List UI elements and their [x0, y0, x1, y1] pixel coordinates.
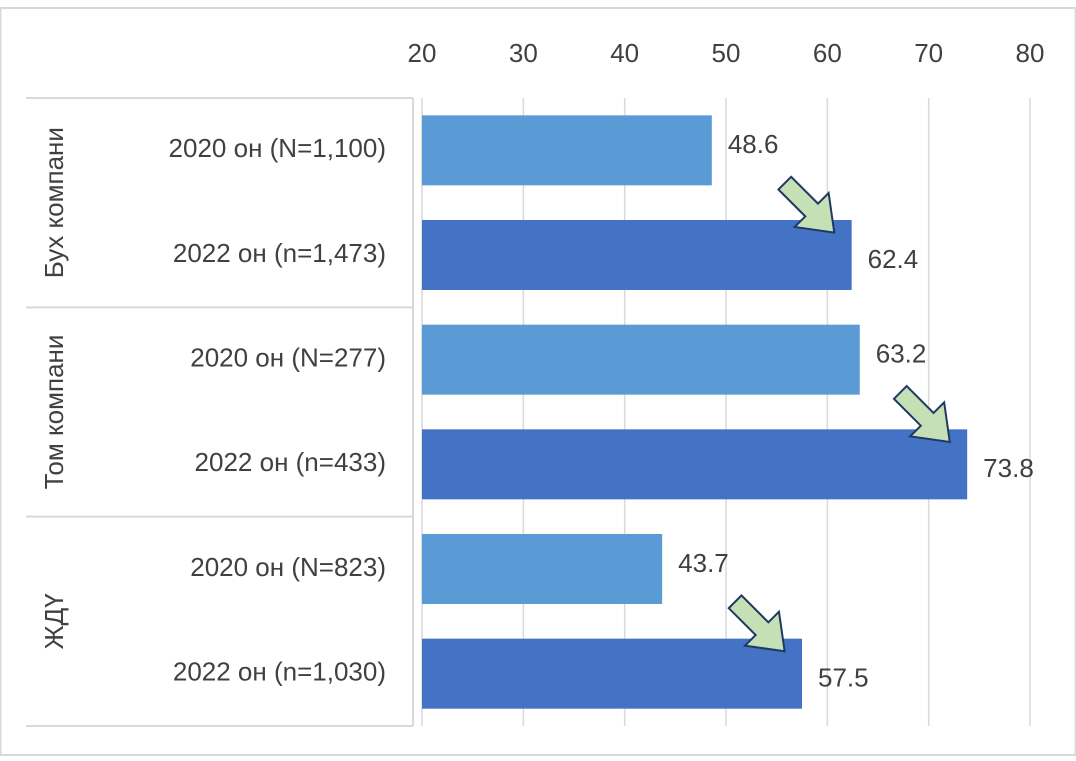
category-label: 2022 он (n=1,473) [173, 238, 386, 268]
x-tick-label: 40 [610, 38, 639, 68]
category-label: 2020 он (N=277) [190, 343, 386, 373]
bars [422, 115, 968, 709]
bar-2020 [422, 324, 860, 395]
x-tick-label: 50 [712, 38, 741, 68]
x-tick-label: 80 [1016, 38, 1045, 68]
x-tick-label: 20 [408, 38, 437, 68]
category-label: 2020 он (N=1,100) [169, 133, 386, 163]
trend-arrow-icon [727, 594, 786, 653]
x-tick-labels: 20 30 40 50 60 70 80 [408, 38, 1045, 68]
category-label: 2020 он (N=823) [190, 552, 386, 582]
category-label: 2022 он (n=1,030) [173, 657, 386, 687]
x-tick-label: 30 [509, 38, 538, 68]
trend-arrow-icon [892, 384, 951, 444]
bar-2022 [422, 638, 802, 709]
data-labels: 48.6 62.4 63.2 73.8 43.7 57.5 [678, 129, 1034, 692]
group-label: Том компани [39, 335, 69, 490]
data-label: 62.4 [868, 244, 919, 274]
bar-2020 [422, 115, 712, 186]
category-label: 2022 он (n=433) [195, 447, 386, 477]
bar-2022 [422, 429, 968, 500]
trend-arrow-icon [777, 175, 836, 234]
group-label: ЖДҮ [39, 593, 69, 650]
data-label: 48.6 [728, 129, 779, 159]
bar-2022 [422, 220, 852, 290]
category-table: Бух компани 2020 он (N=1,100) 2022 он (n=1… [26, 97, 414, 727]
x-tick-label: 60 [813, 38, 842, 68]
data-label: 57.5 [818, 663, 869, 693]
x-tick-label: 70 [914, 38, 943, 68]
data-label: 43.7 [678, 548, 729, 578]
data-label: 73.8 [983, 453, 1034, 483]
annotation-arrows [727, 175, 951, 653]
data-label: 63.2 [876, 339, 927, 369]
bar-2020 [422, 534, 663, 604]
group-label: Бух компани [39, 127, 69, 278]
